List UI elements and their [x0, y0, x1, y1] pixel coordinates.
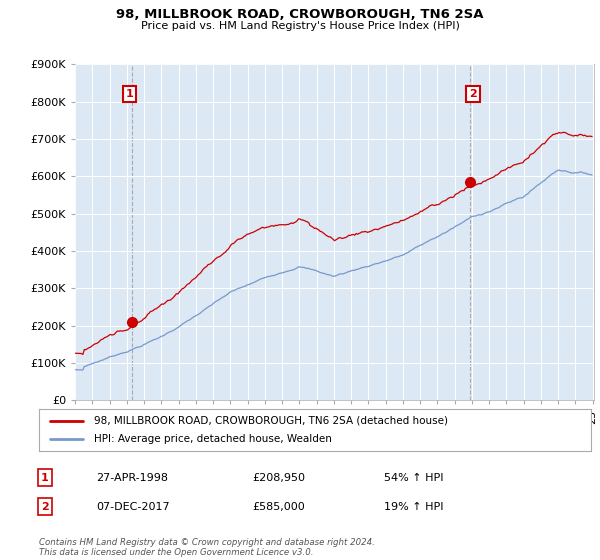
Text: 1: 1	[125, 89, 133, 99]
Text: £585,000: £585,000	[252, 502, 305, 512]
Text: 54% ↑ HPI: 54% ↑ HPI	[384, 473, 443, 483]
Text: 2: 2	[469, 89, 477, 99]
Text: 07-DEC-2017: 07-DEC-2017	[96, 502, 170, 512]
Text: 27-APR-1998: 27-APR-1998	[96, 473, 168, 483]
Text: 98, MILLBROOK ROAD, CROWBOROUGH, TN6 2SA (detached house): 98, MILLBROOK ROAD, CROWBOROUGH, TN6 2SA…	[94, 416, 448, 426]
Text: Contains HM Land Registry data © Crown copyright and database right 2024.
This d: Contains HM Land Registry data © Crown c…	[39, 538, 375, 557]
Text: HPI: Average price, detached house, Wealden: HPI: Average price, detached house, Weal…	[94, 434, 332, 444]
Text: 2: 2	[41, 502, 49, 512]
Text: Price paid vs. HM Land Registry's House Price Index (HPI): Price paid vs. HM Land Registry's House …	[140, 21, 460, 31]
Text: 19% ↑ HPI: 19% ↑ HPI	[384, 502, 443, 512]
Text: 1: 1	[41, 473, 49, 483]
Text: 98, MILLBROOK ROAD, CROWBOROUGH, TN6 2SA: 98, MILLBROOK ROAD, CROWBOROUGH, TN6 2SA	[116, 8, 484, 21]
Text: £208,950: £208,950	[252, 473, 305, 483]
